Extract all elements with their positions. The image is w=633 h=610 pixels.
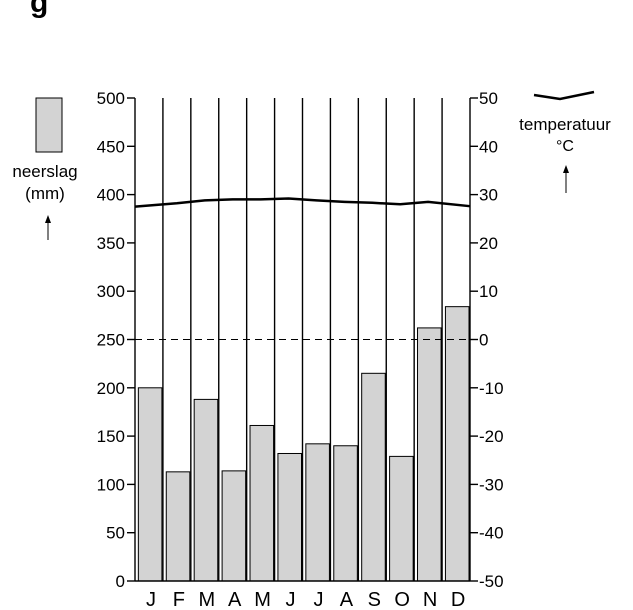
month-label: J bbox=[146, 589, 156, 610]
temp-arrow-head-icon bbox=[563, 165, 569, 173]
precip-bar bbox=[193, 398, 219, 582]
temperature-line bbox=[134, 197, 471, 208]
temp-legend-unit: °C bbox=[556, 138, 574, 155]
left-tick-label: 0 bbox=[116, 572, 125, 591]
precip-arrow-head-icon bbox=[45, 215, 51, 223]
precip-bar bbox=[165, 471, 191, 582]
precip-bar bbox=[333, 445, 358, 582]
right-tick-label: -20 bbox=[479, 427, 504, 446]
precip-legend-swatch bbox=[35, 97, 63, 153]
precip-bar bbox=[137, 387, 163, 582]
left-tick-label: 100 bbox=[97, 475, 125, 494]
figure-title: g bbox=[30, 0, 49, 19]
month-label: N bbox=[423, 589, 437, 610]
right-tick-label: 20 bbox=[479, 234, 498, 253]
month-label: M bbox=[198, 589, 215, 610]
month-label: J bbox=[313, 589, 323, 610]
precip-bar bbox=[277, 452, 302, 582]
left-tick-label: 400 bbox=[97, 186, 125, 205]
precip-legend-unit: (mm) bbox=[25, 184, 65, 203]
right-tick-label: -40 bbox=[479, 524, 504, 543]
left-tick-label: 150 bbox=[97, 427, 125, 446]
month-label: A bbox=[340, 589, 354, 610]
precip-bar bbox=[361, 372, 386, 582]
right-tick-label: 50 bbox=[479, 89, 498, 108]
month-label: S bbox=[368, 589, 381, 610]
month-label: A bbox=[228, 589, 242, 610]
left-tick-label: 350 bbox=[97, 234, 125, 253]
temp-legend-swatch bbox=[533, 90, 595, 101]
left-tick-label: 250 bbox=[97, 331, 125, 350]
left-tick-label: 200 bbox=[97, 379, 125, 398]
left-tick-label: 50 bbox=[106, 524, 125, 543]
month-label: J bbox=[286, 589, 296, 610]
right-tick-label: -50 bbox=[479, 572, 504, 591]
month-label: M bbox=[254, 589, 271, 610]
month-label: F bbox=[173, 589, 185, 610]
temp-legend-label: temperatuur bbox=[519, 115, 611, 134]
precip-legend-label: neerslag bbox=[12, 162, 77, 181]
precip-bar bbox=[305, 443, 330, 582]
precip-bar bbox=[444, 306, 470, 582]
right-tick-label: -30 bbox=[479, 475, 504, 494]
month-label: D bbox=[451, 589, 465, 610]
right-tick-label: 10 bbox=[479, 282, 498, 301]
right-tick-label: 40 bbox=[479, 137, 498, 156]
precip-bar bbox=[417, 327, 442, 582]
right-tick-label: 0 bbox=[479, 331, 488, 350]
left-tick-label: 300 bbox=[97, 282, 125, 301]
precip-bar bbox=[389, 455, 414, 582]
right-tick-label: -10 bbox=[479, 379, 504, 398]
right-tick-label: 30 bbox=[479, 186, 498, 205]
precip-bar bbox=[249, 424, 275, 582]
month-label: O bbox=[394, 589, 410, 610]
precip-bar bbox=[221, 470, 247, 582]
left-tick-label: 450 bbox=[97, 137, 125, 156]
left-tick-label: 500 bbox=[97, 89, 125, 108]
